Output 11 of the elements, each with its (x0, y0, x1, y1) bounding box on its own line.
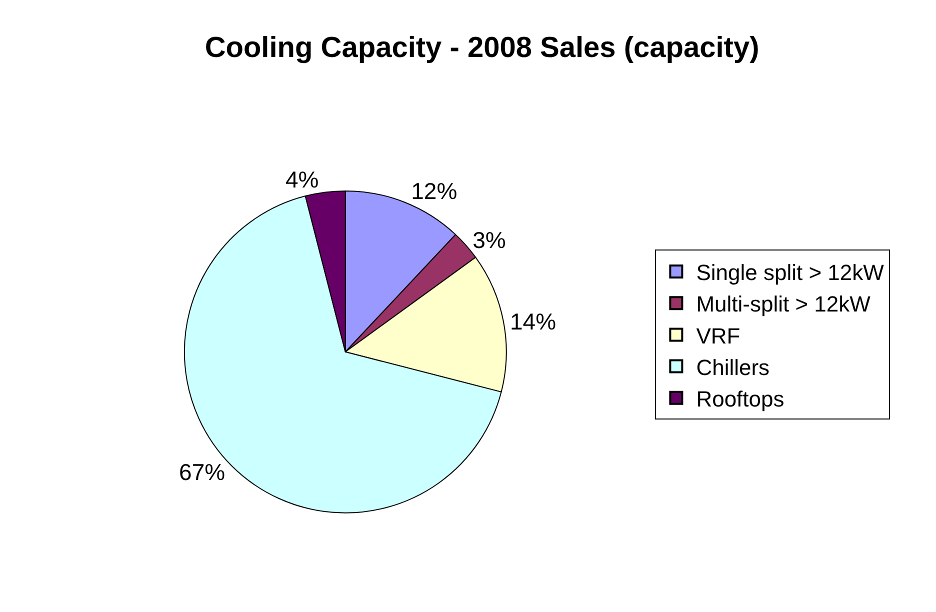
legend-label: VRF (696, 323, 740, 348)
legend-label: Rooftops (696, 386, 784, 412)
data-label: 12% (411, 178, 458, 204)
data-label: 4% (285, 166, 319, 192)
data-label: 67% (179, 459, 226, 486)
legend-label: Single split > 12kW (696, 260, 884, 286)
legend-label: Multi-split > 12kW (696, 292, 871, 317)
data-label: 3% (472, 226, 506, 253)
chart-title: Cooling Capacity - 2008 Sales (capacity) (204, 32, 760, 64)
legend-label: Chillers (696, 354, 770, 380)
data-label: 14% (510, 308, 556, 334)
